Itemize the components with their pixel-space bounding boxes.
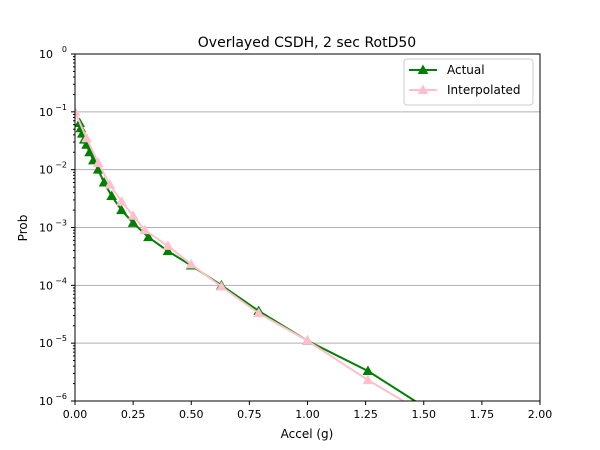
legend: Actual Interpolated (403, 58, 534, 106)
y-tick-exponent: −4 (55, 276, 67, 285)
y-tick-exponent: 0 (62, 45, 67, 54)
x-tick-label: 0.00 (63, 408, 88, 421)
y-tick-label: 10 (39, 395, 53, 408)
y-tick-label: 10 (39, 222, 53, 235)
y-tick-exponent: −2 (55, 161, 67, 170)
data-point (116, 196, 127, 206)
x-tick-label: 1.75 (470, 408, 495, 421)
x-tick-label: 1.00 (295, 408, 320, 421)
x-tick-label: 0.75 (237, 408, 262, 421)
data-point (139, 224, 151, 235)
data-point (362, 365, 374, 376)
y-axis-label: Prob (16, 215, 30, 242)
y-tick-exponent: −5 (55, 334, 67, 343)
y-tick-exponent: −3 (55, 219, 67, 228)
legend-label: Actual (447, 63, 485, 77)
legend-marker (417, 84, 429, 94)
data-point (143, 231, 154, 242)
y-tick-label: 10 (39, 337, 53, 350)
data-point (362, 374, 374, 385)
x-tick-label: 0.50 (179, 408, 204, 421)
y-tick-label: 10 (39, 279, 53, 292)
data-point (302, 335, 313, 345)
legend-label: Interpolated (447, 83, 521, 97)
data-point (75, 106, 81, 116)
y-tick-label: 10 (39, 48, 53, 61)
data-point (98, 176, 110, 187)
data-point (116, 204, 127, 215)
data-point (438, 420, 447, 428)
data-point (106, 190, 118, 201)
data-point (92, 157, 104, 168)
chart-title: Overlayed CSDH, 2 sec RotD50 (198, 35, 416, 51)
y-tick-label: 10 (39, 106, 53, 119)
x-tick-label: 1.25 (353, 408, 378, 421)
x-tick-label: 1.50 (412, 408, 437, 421)
data-point (216, 281, 227, 291)
data-point (185, 258, 197, 269)
x-tick-label: 0.25 (121, 408, 146, 421)
series-actual (75, 117, 447, 422)
y-tick-exponent: −6 (55, 392, 67, 401)
data-point (253, 307, 265, 318)
series-line (75, 111, 406, 401)
data-point (162, 245, 174, 256)
data-point (81, 132, 92, 143)
data-point (104, 179, 116, 189)
series-line (78, 122, 417, 401)
data-point (127, 210, 139, 220)
x-axis-label: Accel (g) (281, 427, 334, 441)
data-point (88, 154, 99, 165)
x-tick-label: 2.00 (528, 408, 553, 421)
y-tick-exponent: −1 (55, 103, 67, 112)
y-tick-label: 10 (39, 164, 53, 177)
data-point (127, 217, 139, 227)
data-point (162, 240, 174, 250)
legend-marker (417, 64, 429, 74)
data-point (438, 414, 447, 422)
series-interpolated (75, 106, 447, 428)
